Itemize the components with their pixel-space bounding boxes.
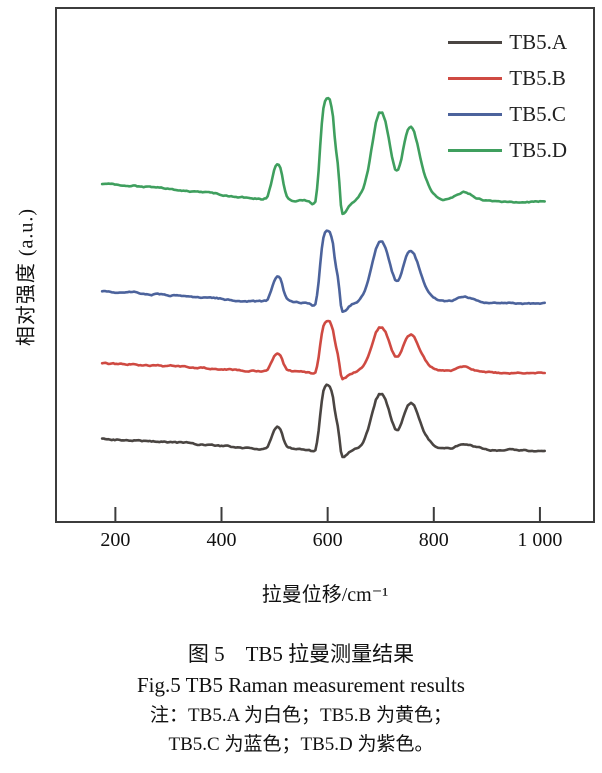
plot-area: TB5.A TB5.B TB5.C TB5.D [55, 7, 595, 523]
spectrum-line-TB5.B [100, 319, 546, 381]
x-tick-label-600: 600 [312, 529, 343, 551]
legend-label: TB5.C [509, 102, 566, 126]
y-axis-label: 相对强度 (a.u.) [15, 207, 38, 347]
legend-item-TB5.C: TB5.C [448, 103, 567, 126]
legend-item-TB5.A: TB5.A [448, 31, 567, 54]
legend-label: TB5.B [509, 66, 566, 90]
caption-note-line1: 注：TB5.A 为白色；TB5.B 为黄色； [150, 705, 452, 726]
legend-label: TB5.A [509, 30, 567, 54]
x-tick-label-1000: 1 000 [517, 529, 563, 551]
figure-caption: 图 5 TB5 拉曼测量结果 Fig.5 TB5 Raman measureme… [0, 639, 602, 759]
legend-line-swatch [448, 149, 503, 152]
legend-label: TB5.D [509, 138, 567, 162]
legend: TB5.A TB5.B TB5.C TB5.D [448, 31, 567, 162]
spectrum-line-TB5.A [100, 383, 546, 459]
x-tick-label-800: 800 [418, 529, 449, 551]
legend-line-swatch [448, 41, 503, 44]
caption-title-en: Fig.5 TB5 Raman measurement results [137, 673, 465, 697]
legend-item-TB5.B: TB5.B [448, 67, 567, 90]
spectra-svg [100, 96, 546, 521]
x-axis-label: 拉曼位移/cm⁻¹ [261, 584, 389, 606]
caption-note-line2: TB5.C 为蓝色；TB5.D 为紫色。 [168, 734, 434, 755]
x-tick-label-400: 400 [206, 529, 237, 551]
x-axis-ticks: 200 400 600 800 1 000 [0, 529, 602, 555]
legend-item-TB5.D: TB5.D [448, 139, 567, 162]
spectrum-line-TB5.C [100, 229, 546, 313]
spectrum-line-TB5.D [100, 96, 546, 216]
legend-line-swatch [448, 77, 503, 80]
caption-title-cn: 图 5 TB5 拉曼测量结果 [187, 642, 415, 666]
x-tick-label-200: 200 [100, 529, 131, 551]
legend-line-swatch [448, 113, 503, 116]
